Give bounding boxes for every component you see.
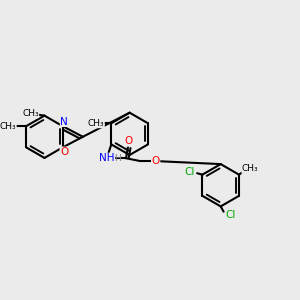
Text: Cl: Cl [226, 210, 236, 220]
Text: CH₃: CH₃ [242, 164, 259, 173]
Text: CH₃: CH₃ [88, 119, 104, 128]
Text: N: N [60, 116, 68, 127]
Text: O: O [60, 147, 68, 157]
Text: NH: NH [99, 153, 115, 163]
Text: H: H [114, 154, 120, 163]
Text: CH₃: CH₃ [0, 122, 16, 131]
Text: O: O [152, 156, 160, 166]
Text: Cl: Cl [184, 167, 195, 177]
Text: CH₃: CH₃ [22, 109, 39, 118]
Text: O: O [125, 136, 133, 146]
